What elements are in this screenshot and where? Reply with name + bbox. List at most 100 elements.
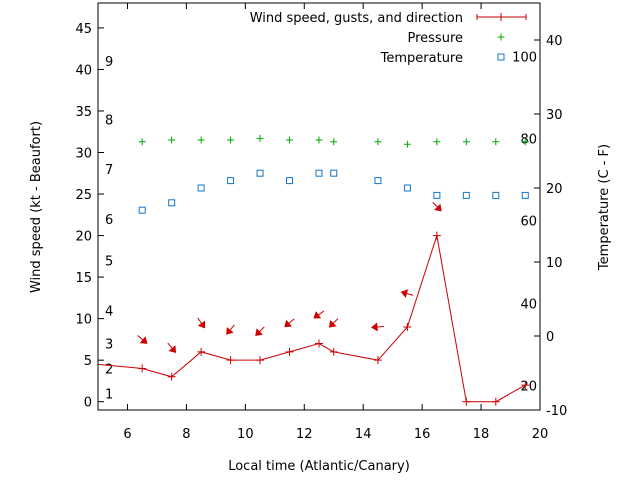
temperature-point [315,169,323,177]
y-left-tick-label: 0 [84,396,92,411]
y-left-tick-label: 35 [75,105,92,120]
y-right-tick-label: 20 [546,182,563,197]
wind-direction-arrow [137,335,148,344]
arrow-head [168,345,177,353]
temperature-point [227,177,235,185]
temperature-point [256,169,264,177]
pressure-point [433,138,441,146]
temperature-point [521,191,529,199]
y-right-tick-label: 0 [546,330,554,345]
legend-sample-wind-marker [497,13,505,21]
x-tick-label: 16 [414,427,431,442]
fahrenheit-label: 80 [520,132,537,147]
wind-speed-line [97,235,526,403]
wind-speed-point [226,356,235,365]
beaufort-label: 3 [105,338,113,353]
y-right-tick-label: -10 [546,404,567,419]
legend: Wind speed, gusts, and direction Pressure… [250,11,527,66]
y-left-tick-label: 5 [84,354,92,369]
temperature-point [330,169,338,177]
legend-sample-temperature [497,53,505,61]
y-right-tick-label: 30 [546,108,563,123]
beaufort-label: 9 [105,55,113,70]
y-left-tick-label: 10 [75,313,92,328]
y-right-tick-label: 10 [546,256,563,271]
y-left-tick-label: 30 [75,147,92,162]
arrow-head [328,319,337,328]
pressure-point [227,136,235,144]
pressure-point [138,138,146,146]
temperature-point [168,199,176,207]
x-axis-label: Local time (Atlantic/Canary) [228,459,410,474]
wind-direction-arrow [197,317,206,329]
temperature-point [138,206,146,214]
wind-speed-point [403,322,412,331]
y-left-tick-label: 25 [75,188,92,203]
y-left-tick-label: 20 [75,230,92,245]
wind-direction-arrow [226,324,235,335]
y-axis-right-label: Temperature (C - F) [597,144,612,271]
pressure-point [521,138,529,146]
beaufort-label: 1 [105,387,113,402]
legend-sample-wind-caps [476,14,527,20]
temperature-point [286,177,294,185]
fahrenheit-label: 60 [520,215,537,230]
beaufort-label: 4 [105,304,113,319]
axis-labels: Local time (Atlantic/Canary) Wind speed … [29,121,612,474]
wind-speed-point [373,356,382,365]
temperature-point [433,191,441,199]
wind-direction-arrow [400,289,414,298]
y-right-tick-label: 40 [546,34,563,49]
legend-label-temperature: Temperature [380,51,463,66]
y-left-tick-label: 15 [75,271,92,286]
legend-sample-pressure [497,33,505,41]
wind-direction-arrow [371,322,384,332]
wind-speed-point [315,339,323,348]
x-tick-label: 20 [532,427,549,442]
beaufort-label: 6 [105,213,113,228]
fahrenheit-label: 40 [520,297,537,312]
pressure-point [168,136,176,144]
wind-speed-point [167,372,176,381]
wind-speed-point [285,347,294,356]
y-left-tick-label: 40 [75,63,92,78]
beaufort-label: 8 [105,113,113,128]
wind-speed-point [197,347,206,356]
arrow-head [313,311,322,319]
arrow-head [434,203,442,212]
x-tick-label: 6 [123,427,131,442]
wind-direction-arrow [313,310,325,319]
pressure-point [492,138,500,146]
pressure-point [256,134,264,142]
arrow-head [139,336,148,344]
temperature-point [492,191,500,199]
x-tick-label: 18 [473,427,490,442]
beaufort-label: 2 [105,362,113,377]
x-tick-label: 12 [296,427,313,442]
temperature-point [374,177,382,185]
arrow-head [197,320,206,329]
arrow-head [284,319,293,328]
arrow-head [371,322,378,332]
pressure-point [462,138,470,146]
temperature-point [197,184,205,192]
pressure-point [197,136,205,144]
fahrenheit-label: 100 [512,50,537,65]
wind-direction-arrow [432,201,442,212]
pressure-point [374,138,382,146]
pressure-point [315,136,323,144]
pressure-point [330,138,338,146]
wind-direction-arrow [167,342,177,353]
y-left-tick-label: 45 [75,22,92,37]
wind-direction-arrow [255,326,265,336]
wind-speed-point [256,356,265,365]
x-tick-label: 8 [182,427,190,442]
wind-speed-point [462,397,471,406]
legend-label-wind: Wind speed, gusts, and direction [250,11,463,26]
x-tick-label: 10 [237,427,254,442]
beaufort-label: 7 [105,163,113,178]
data-series [97,134,530,406]
arrow-head [226,326,234,335]
pressure-point [286,136,294,144]
